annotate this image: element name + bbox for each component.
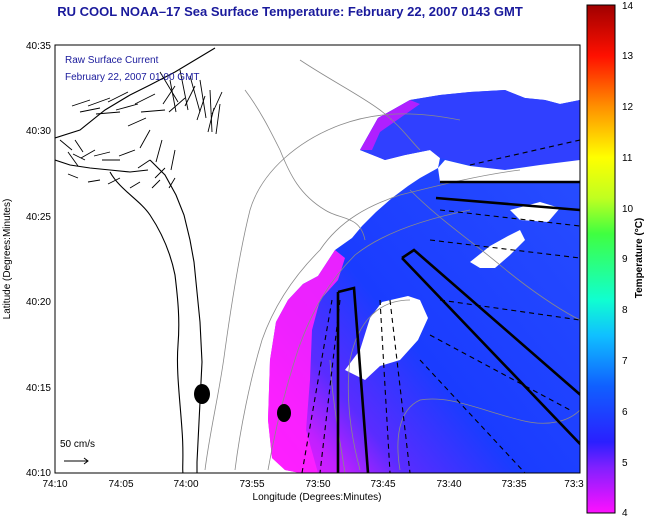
- map-title: RU COOL NOAA–17 Sea Surface Temperature:…: [57, 4, 523, 19]
- colorbar-tick: 9: [622, 254, 628, 265]
- colorbar-tick: 14: [622, 1, 634, 12]
- x-tick-label: 73:45: [370, 479, 395, 490]
- bathymetry-contours: [204, 59, 580, 473]
- colorbar-tick: 5: [622, 458, 628, 469]
- y-axis: 40:35 40:30 40:25 40:20 40:15 40:10 Lati…: [2, 41, 51, 479]
- colorbar-tick: 10: [622, 204, 634, 215]
- y-tick-label: 40:10: [26, 468, 51, 479]
- y-tick-label: 40:15: [26, 383, 51, 394]
- x-tick-label: 73:35: [501, 479, 526, 490]
- x-tick-label: 73:3: [564, 479, 584, 490]
- plot-area: [55, 45, 580, 473]
- station-marker-2: [277, 404, 291, 422]
- survey-lines: [336, 180, 580, 473]
- overlay-line2: February 22, 2007 01:00 GMT: [65, 72, 200, 83]
- y-tick-label: 40:25: [26, 212, 51, 223]
- scale-arrow: [64, 457, 89, 465]
- x-tick-label: 74:00: [173, 479, 198, 490]
- station-marker-1: [194, 384, 210, 404]
- y-axis-label: Latitude (Degrees:Minutes): [2, 199, 13, 320]
- colorbar-tick: 11: [622, 153, 633, 164]
- cloud-gap-north: [438, 160, 580, 182]
- colorbar-tick: 4: [622, 508, 628, 519]
- plot-frame: [54, 44, 581, 474]
- colorbar-tick: 8: [622, 305, 628, 316]
- colorbar-tick: 13: [622, 51, 634, 62]
- colorbar: 14 13 12 11 10 9 8 7 6 5 4 Temperature (…: [586, 1, 645, 519]
- y-tick-label: 40:35: [26, 41, 51, 52]
- scale-label: 50 cm/s: [60, 439, 95, 450]
- x-axis: 74:10 74:05 74:00 73:55 73:50 73:45 73:4…: [42, 479, 584, 503]
- coastline: [55, 47, 216, 473]
- x-tick-label: 74:05: [108, 479, 133, 490]
- x-tick-label: 73:55: [239, 479, 264, 490]
- sst-northern-edge: [360, 100, 420, 150]
- current-vectors: [59, 69, 223, 189]
- colorbar-tick: 6: [622, 407, 628, 418]
- x-tick-label: 73:50: [305, 479, 330, 490]
- colorbar-tick: 7: [622, 356, 628, 367]
- colorbar-scale: [586, 4, 616, 514]
- colorbar-label: Temperature (°C): [634, 218, 645, 299]
- y-tick-label: 40:30: [26, 126, 51, 137]
- radial-dash-lines: [301, 139, 580, 473]
- y-tick-label: 40:20: [26, 297, 51, 308]
- cloud-gap-center: [345, 296, 428, 380]
- cloud-gap-east: [470, 230, 525, 268]
- sst-northern-patch: [360, 90, 580, 170]
- colorbar-tick: 12: [622, 102, 634, 113]
- x-tick-label: 73:40: [436, 479, 461, 490]
- overlay-line1: Raw Surface Current: [65, 55, 159, 66]
- x-tick-label: 74:10: [42, 479, 67, 490]
- x-axis-label: Longitude (Degrees:Minutes): [253, 492, 382, 503]
